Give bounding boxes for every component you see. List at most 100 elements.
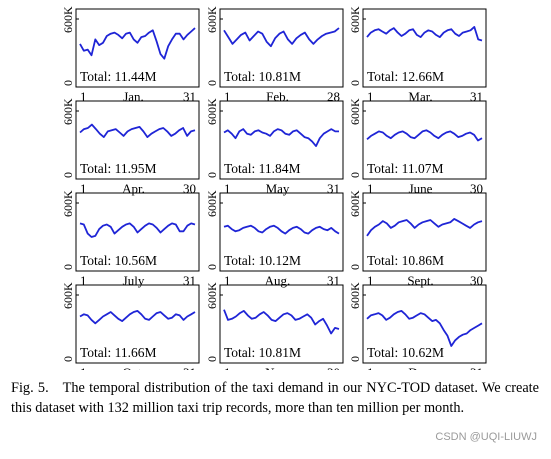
total-label: Total: 10.12M	[224, 253, 301, 268]
x-tick-label: 1	[80, 365, 87, 370]
panel-frame	[75, 100, 200, 180]
panel-frame	[362, 192, 487, 272]
series-line	[223, 27, 340, 48]
x-tick-label: 30	[183, 181, 196, 196]
x-tick-label: 1	[224, 89, 231, 104]
panel-frame	[219, 192, 344, 272]
panel-frame	[219, 8, 344, 88]
month-label: Feb.	[266, 89, 289, 104]
series-line	[79, 222, 196, 238]
series-line	[366, 26, 483, 42]
series-line	[223, 309, 340, 335]
y-tick-label: 0	[348, 80, 362, 86]
month-label: Sept.	[407, 273, 433, 288]
figure-caption: Fig. 5. The temporal distribution of the…	[11, 378, 539, 418]
x-tick-label: 1	[80, 181, 87, 196]
total-label: Total: 10.81M	[224, 69, 301, 84]
panel-7: 600K 0 Total: 10.56M 1 31 July	[61, 190, 200, 288]
panel-3: 600K 0 Total: 12.66M 1 31 Mar.	[348, 6, 487, 104]
y-tick-label: 600K	[61, 282, 75, 309]
panel-9: 600K 0 Total: 10.86M 1 30 Sept.	[348, 190, 487, 288]
month-label: May	[266, 181, 290, 196]
x-tick-label: 31	[183, 89, 196, 104]
panel-12: 600K 0 Total: 10.62M 1 31 Dec.	[348, 282, 487, 370]
total-label: Total: 11.66M	[80, 345, 157, 360]
month-label: July	[123, 273, 145, 288]
month-label: Jan.	[123, 89, 144, 104]
x-tick-label: 28	[327, 89, 340, 104]
y-tick-label: 600K	[348, 98, 362, 125]
month-label: Apr.	[122, 181, 145, 196]
x-tick-label: 30	[327, 365, 340, 370]
panel-frame	[219, 100, 344, 180]
total-label: Total: 11.07M	[367, 161, 444, 176]
panel-1: 600K 0 Total: 11.44M 1 31 Jan.	[61, 6, 200, 104]
month-label: June	[409, 181, 433, 196]
x-tick-label: 1	[80, 273, 87, 288]
y-tick-label: 0	[205, 356, 219, 362]
series-line	[223, 224, 340, 235]
total-label: Total: 10.56M	[80, 253, 157, 268]
series-line	[223, 128, 339, 147]
panel-frame	[362, 100, 487, 180]
x-tick-label: 1	[367, 181, 374, 196]
y-tick-label: 0	[205, 172, 219, 178]
total-label: Total: 11.95M	[80, 161, 157, 176]
series-line	[366, 310, 483, 347]
x-tick-label: 31	[470, 89, 483, 104]
total-label: Total: 10.81M	[224, 345, 301, 360]
panel-10: 600K 0 Total: 11.66M 1 31 Oct.	[61, 282, 200, 370]
total-label: Total: 11.84M	[224, 161, 301, 176]
series-line	[366, 218, 483, 237]
panel-8: 600K 0 Total: 10.12M 1 31 Aug.	[205, 190, 344, 288]
y-tick-label: 600K	[205, 282, 219, 309]
watermark: CSDN @UQI-LIUWJ	[435, 431, 537, 443]
panel-2: 600K 0 Total: 10.81M 1 28 Feb.	[205, 6, 344, 104]
x-tick-label: 31	[470, 365, 483, 370]
total-label: Total: 10.86M	[367, 253, 444, 268]
x-tick-label: 1	[80, 89, 87, 104]
month-label: Aug.	[265, 273, 291, 288]
series-line	[79, 123, 196, 138]
x-tick-label: 30	[470, 181, 483, 196]
panel-frame	[362, 8, 487, 88]
series-line	[79, 27, 196, 60]
month-label: Nov.	[265, 365, 290, 370]
x-tick-label: 1	[224, 181, 231, 196]
series-line	[79, 310, 196, 325]
x-tick-label: 1	[224, 273, 231, 288]
panel-frame	[75, 192, 200, 272]
panel-frame	[75, 284, 200, 364]
x-tick-label: 31	[327, 273, 340, 288]
total-label: Total: 10.62M	[367, 345, 444, 360]
y-tick-label: 600K	[348, 282, 362, 309]
y-tick-label: 0	[61, 264, 75, 270]
panel-4: 600K 0 Total: 11.95M 1 30 Apr.	[61, 98, 200, 196]
y-tick-label: 0	[348, 356, 362, 362]
panel-11: 600K 0 Total: 10.81M 1 30 Nov.	[205, 282, 344, 370]
panel-frame	[362, 284, 487, 364]
y-tick-label: 0	[205, 80, 219, 86]
month-label: Oct.	[122, 365, 144, 370]
x-tick-label: 31	[183, 273, 196, 288]
caption-text: The temporal distribution of the taxi de…	[11, 380, 539, 416]
x-tick-label: 1	[367, 273, 374, 288]
total-label: Total: 11.44M	[80, 69, 157, 84]
y-tick-label: 600K	[61, 190, 75, 217]
panel-frame	[75, 8, 200, 88]
x-tick-label: 31	[183, 365, 196, 370]
panel-5: 600K 0 Total: 11.84M 1 31 May	[205, 98, 344, 196]
total-label: Total: 12.66M	[367, 69, 444, 84]
y-tick-label: 600K	[61, 98, 75, 125]
x-tick-label: 1	[224, 365, 231, 370]
y-tick-label: 0	[348, 172, 362, 178]
y-tick-label: 600K	[205, 98, 219, 125]
x-tick-label: 31	[327, 181, 340, 196]
figure: 600K 0 Total: 11.44M 1 31 Jan. 600K 0 Total: 10.…	[61, 6, 487, 370]
series-line	[366, 129, 483, 142]
x-tick-label: 1	[367, 365, 374, 370]
y-tick-label: 600K	[205, 6, 219, 33]
month-label: Dec.	[408, 365, 432, 370]
y-tick-label: 0	[348, 264, 362, 270]
x-tick-label: 30	[470, 273, 483, 288]
